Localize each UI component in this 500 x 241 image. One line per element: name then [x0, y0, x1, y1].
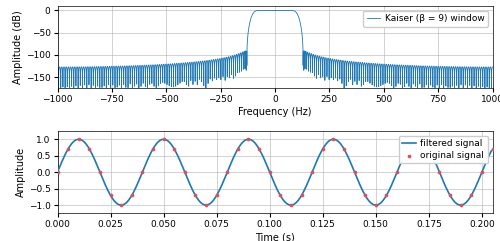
- original signal: [74, 137, 82, 141]
- original signal: [212, 194, 220, 197]
- original signal: [478, 170, 486, 174]
- X-axis label: Frequency (Hz): Frequency (Hz): [238, 107, 312, 117]
- original signal: [266, 170, 274, 174]
- original signal: [255, 147, 263, 151]
- filtered signal: [430, 156, 436, 159]
- original signal: [318, 147, 326, 151]
- original signal: [287, 203, 295, 207]
- filtered signal: [54, 171, 60, 174]
- filtered signal: [236, 146, 242, 149]
- original signal: [488, 147, 496, 151]
- original signal: [106, 194, 114, 197]
- Y-axis label: Amplitude (dB): Amplitude (dB): [13, 10, 23, 84]
- original signal: [436, 170, 444, 174]
- original signal: [64, 147, 72, 151]
- original signal: [414, 137, 422, 141]
- Line: filtered signal: filtered signal: [58, 139, 492, 205]
- filtered signal: [76, 138, 82, 141]
- original signal: [54, 170, 62, 174]
- original signal: [181, 170, 189, 174]
- filtered signal: [488, 149, 494, 152]
- original signal: [393, 170, 401, 174]
- original signal: [425, 147, 433, 151]
- original signal: [138, 170, 146, 174]
- original signal: [308, 170, 316, 174]
- original signal: [160, 137, 168, 141]
- filtered signal: [138, 176, 143, 179]
- original signal: [202, 203, 210, 207]
- original signal: [382, 194, 390, 197]
- Legend: Kaiser (β = 9) window: Kaiser (β = 9) window: [363, 11, 488, 27]
- original signal: [468, 194, 475, 197]
- filtered signal: [118, 204, 124, 207]
- original signal: [404, 147, 411, 151]
- original signal: [117, 203, 125, 207]
- original signal: [96, 170, 104, 174]
- Y-axis label: Amplitude: Amplitude: [16, 147, 26, 197]
- X-axis label: Time (s): Time (s): [255, 232, 295, 241]
- original signal: [446, 194, 454, 197]
- original signal: [244, 137, 252, 141]
- original signal: [86, 147, 94, 151]
- original signal: [298, 194, 306, 197]
- original signal: [170, 147, 178, 151]
- original signal: [192, 194, 200, 197]
- Legend: filtered signal, original signal: filtered signal, original signal: [399, 135, 488, 163]
- original signal: [372, 203, 380, 207]
- original signal: [350, 170, 358, 174]
- original signal: [224, 170, 232, 174]
- filtered signal: [65, 147, 71, 150]
- original signal: [361, 194, 369, 197]
- original signal: [330, 137, 338, 141]
- original signal: [149, 147, 157, 151]
- original signal: [276, 194, 284, 197]
- original signal: [340, 147, 348, 151]
- filtered signal: [429, 154, 435, 156]
- filtered signal: [226, 166, 232, 168]
- original signal: [456, 203, 464, 207]
- original signal: [128, 194, 136, 197]
- original signal: [234, 147, 242, 151]
